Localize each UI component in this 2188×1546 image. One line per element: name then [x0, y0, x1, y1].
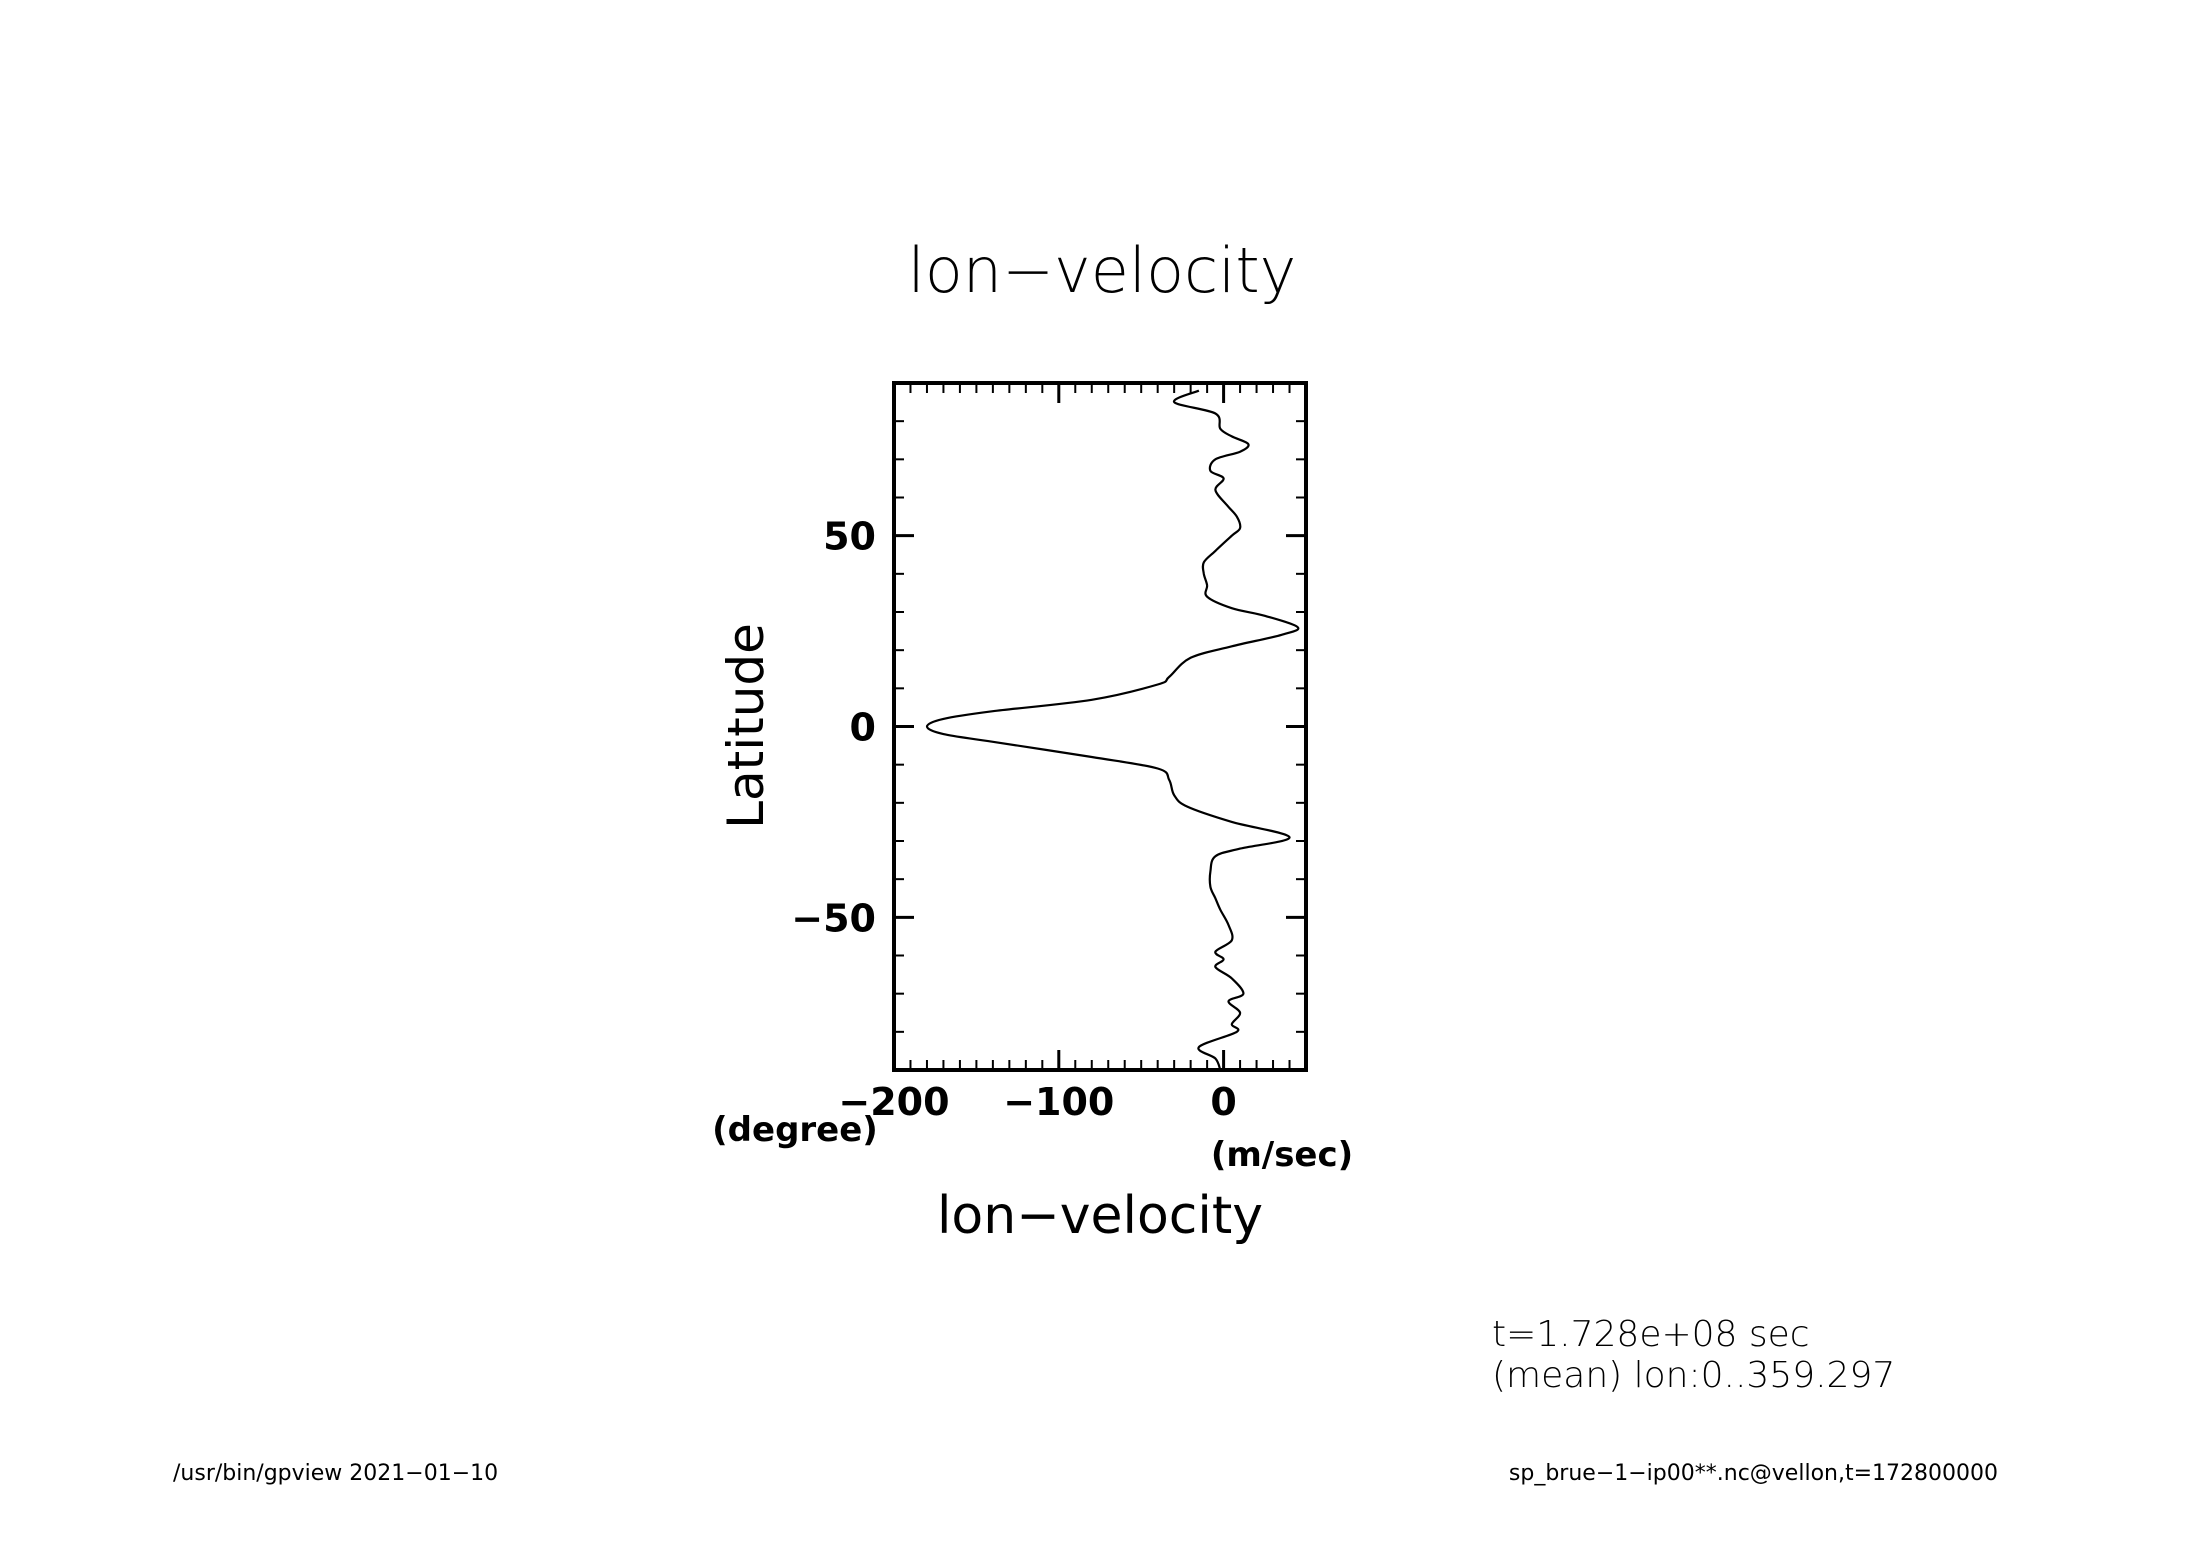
x-tick-label: −100	[1003, 1080, 1114, 1124]
y-tick-labels: 50 0 −50	[791, 515, 876, 941]
series-line	[925, 389, 1300, 1071]
time-annotation: t=1.728e+08 sec	[1492, 1314, 1810, 1355]
mean-annotation: (mean) lon:0..359.297	[1492, 1355, 1895, 1396]
axis-ticks	[892, 383, 1307, 1070]
x-tick-label: 0	[1210, 1080, 1236, 1124]
y-axis-units: (degree)	[712, 1110, 878, 1150]
y-tick-label: −50	[791, 896, 876, 940]
y-tick-label: 0	[850, 706, 876, 750]
footer-right: sp_brue−1−ip00**.nc@vellon,t=172800000	[1509, 1461, 1998, 1486]
x-tick-labels: −200 −100 0	[838, 1080, 1236, 1124]
y-tick-label: 50	[823, 515, 876, 559]
x-tick-label: −200	[838, 1080, 949, 1124]
x-axis-label: lon−velocity	[937, 1186, 1263, 1246]
x-axis-units: (m/sec)	[1211, 1135, 1353, 1175]
footer-left: /usr/bin/gpview 2021−01−10	[173, 1461, 498, 1486]
y-axis-label: Latitude	[717, 623, 775, 829]
chart-title: lon−velocity	[908, 234, 1297, 307]
plot-frame	[892, 381, 1308, 1072]
